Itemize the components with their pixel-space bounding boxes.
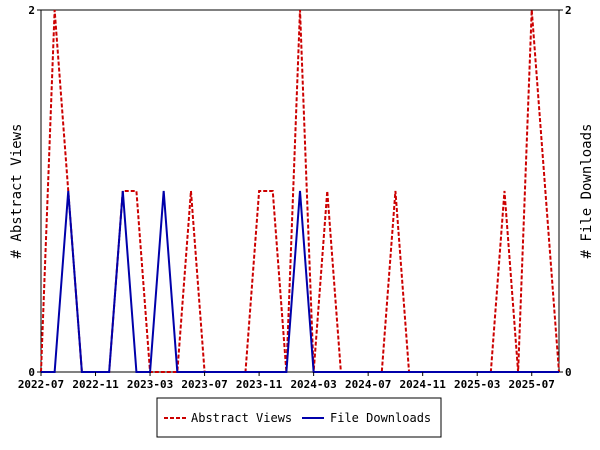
y-axis-right-title: # File Downloads <box>579 124 595 259</box>
legend: Abstract Views File Downloads <box>156 397 442 438</box>
y-right-tick-label: 2 <box>565 4 572 17</box>
legend-label-file-downloads: File Downloads <box>330 411 431 425</box>
x-tick-label: 2025-07 <box>509 378 555 391</box>
x-tick-label: 2024-07 <box>345 378 391 391</box>
legend-box <box>156 397 442 438</box>
legend-label-abstract-views: Abstract Views <box>191 411 292 425</box>
x-tick-label: 2022-07 <box>18 378 64 391</box>
x-tick-label: 2023-03 <box>127 378 173 391</box>
x-tick-label: 2024-03 <box>290 378 336 391</box>
y-left-tick-label: 0 <box>28 366 35 379</box>
y-right-tick-label: 0 <box>565 366 572 379</box>
axes-layer: 2022-07 2022-11 2023-03 2023-07 2023-11 2024-… <box>18 4 572 391</box>
series-layer <box>40 9 560 373</box>
y-left-tick-label: 2 <box>28 4 35 17</box>
x-tick-label: 2024-11 <box>400 378 447 391</box>
x-tick-label: 2022-11 <box>72 378 119 391</box>
x-tick-label: 2025-03 <box>454 378 500 391</box>
y-axis-left-title: # Abstract Views <box>9 124 25 259</box>
x-tick-label: 2023-07 <box>181 378 227 391</box>
x-tick-label: 2023-11 <box>236 378 283 391</box>
series-line-file-downloads <box>41 190 559 373</box>
